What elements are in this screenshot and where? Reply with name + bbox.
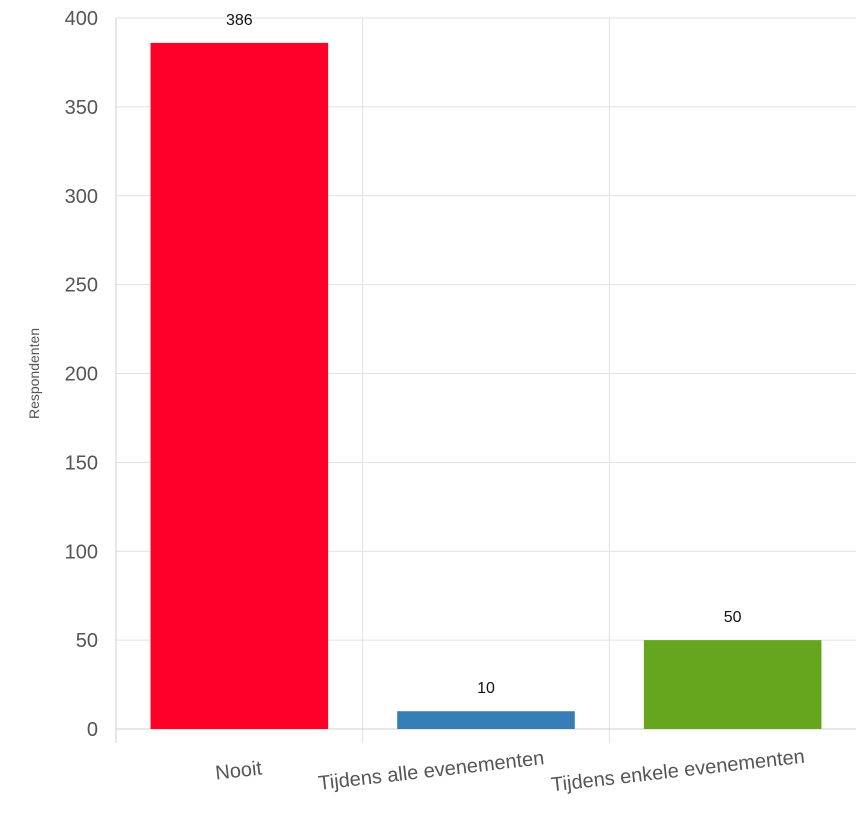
bars — [150, 42, 822, 729]
data-label: 386 — [226, 12, 253, 29]
y-axis-title: Respondenten — [26, 328, 42, 419]
y-tick-label: 350 — [65, 97, 98, 119]
y-tick-label: 100 — [65, 541, 98, 563]
y-tick-label: 300 — [65, 186, 98, 208]
y-tick-label: 400 — [65, 8, 98, 30]
data-label: 50 — [724, 609, 742, 626]
data-label: 10 — [477, 680, 495, 697]
bar — [150, 42, 329, 729]
bar — [643, 640, 822, 729]
y-tick-label: 0 — [87, 719, 98, 741]
y-tick-label: 50 — [76, 630, 98, 652]
x-tick-label: Tijdens enkele evenementen — [550, 746, 806, 797]
y-tick-label: 250 — [65, 275, 98, 297]
bar — [397, 711, 575, 729]
x-tick-label: Nooit — [214, 757, 263, 784]
y-tick-label: 200 — [65, 364, 98, 386]
x-tick-label: Tijdens alle evenementen — [317, 747, 545, 795]
y-tick-label: 150 — [65, 452, 98, 474]
